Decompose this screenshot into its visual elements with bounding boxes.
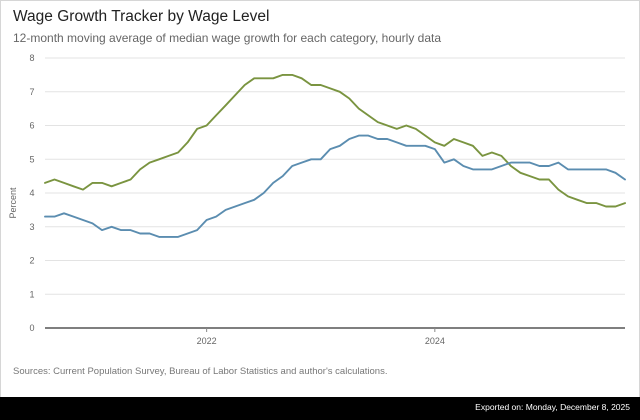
gridlines (45, 57, 625, 329)
y-tick-label: 7 (29, 87, 34, 97)
y-tick-label: 5 (29, 154, 34, 164)
y-tick-label: 4 (29, 188, 34, 198)
y-tick-label: 2 (29, 256, 34, 266)
series-lines (44, 73, 626, 238)
export-date: Exported on: Monday, December 8, 2025 (475, 402, 630, 412)
chart-subtitle: 12-month moving average of median wage g… (13, 31, 442, 45)
source-note: Sources: Current Population Survey, Bure… (13, 366, 388, 377)
y-tick-label: 3 (29, 222, 34, 232)
y-tick-label: 1 (29, 289, 34, 299)
x-axis-ticks: 2022 2024 (197, 328, 445, 346)
y-axis-ticks: 0 1 2 3 4 5 6 7 8 (29, 53, 34, 333)
export-footer: Exported on: Monday, December 8, 2025 (0, 397, 640, 420)
x-tick-label: 2024 (425, 336, 445, 346)
series-line-2 (44, 134, 626, 238)
y-tick-label: 6 (29, 121, 34, 131)
y-tick-label: 8 (29, 53, 34, 63)
chart-frame: Wage Growth Tracker by Wage Level 12-mon… (0, 0, 640, 398)
y-tick-label: 0 (29, 323, 34, 333)
x-tick-label: 2022 (197, 336, 217, 346)
series-line-1 (44, 73, 626, 208)
line-chart: 0 1 2 3 4 5 6 7 8 2022 2024 Percent (8, 53, 626, 346)
y-axis-title: Percent (8, 187, 18, 219)
chart-title: Wage Growth Tracker by Wage Level (13, 8, 270, 25)
